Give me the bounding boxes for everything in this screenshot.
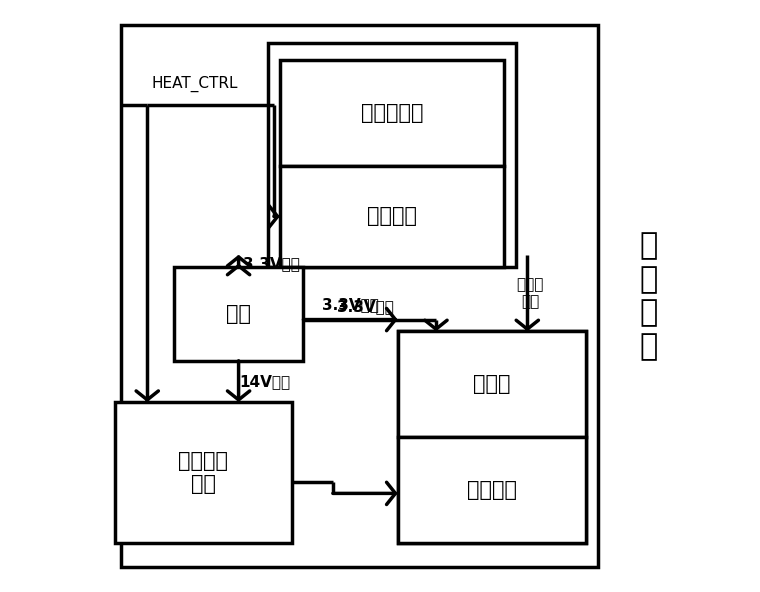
FancyBboxPatch shape [268, 43, 515, 266]
FancyBboxPatch shape [397, 332, 586, 543]
Text: 通信信
号线: 通信信 号线 [517, 277, 544, 309]
Text: 加热模块: 加热模块 [467, 481, 517, 500]
Text: 14V供电: 14V供电 [239, 374, 290, 389]
Text: 温度传感器: 温度传感器 [360, 104, 423, 123]
FancyBboxPatch shape [174, 266, 303, 361]
FancyBboxPatch shape [115, 402, 292, 543]
FancyBboxPatch shape [397, 332, 586, 437]
Text: 电源: 电源 [226, 304, 251, 324]
Text: 控制芯片: 控制芯片 [367, 207, 416, 227]
FancyBboxPatch shape [397, 437, 586, 543]
Text: 3.3V供电: 3.3V供电 [242, 256, 299, 271]
Text: 设
备
外
壳: 设 备 外 壳 [639, 231, 657, 361]
Text: 3.3V供电: 3.3V供电 [322, 297, 379, 313]
Text: 液晶屏: 液晶屏 [473, 374, 511, 394]
FancyBboxPatch shape [121, 25, 598, 567]
FancyBboxPatch shape [280, 166, 504, 266]
Text: 3.3V供电: 3.3V供电 [337, 299, 394, 314]
FancyBboxPatch shape [280, 60, 504, 166]
Text: HEAT_CTRL: HEAT_CTRL [151, 76, 238, 92]
Text: 加热控制
电路: 加热控制 电路 [179, 451, 228, 494]
